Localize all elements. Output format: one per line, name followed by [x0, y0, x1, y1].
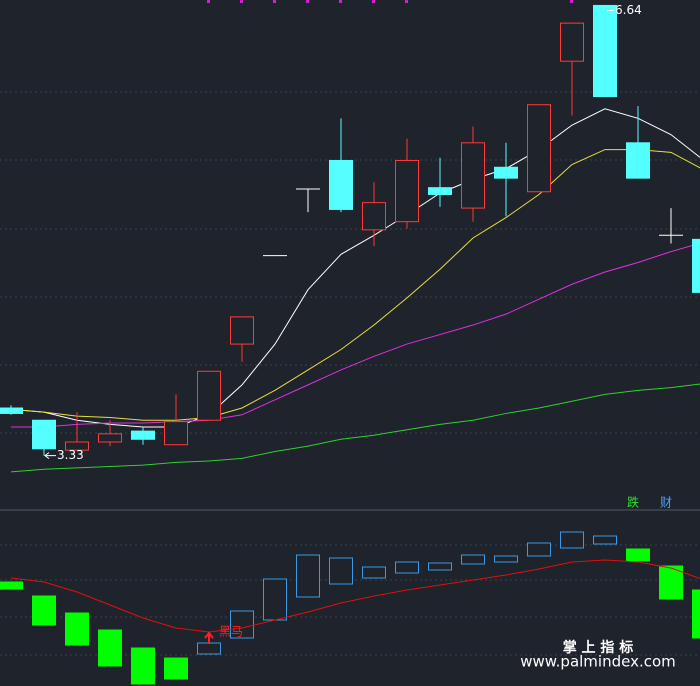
candle-body [593, 4, 617, 98]
indicator-bar [164, 657, 188, 680]
indicator-bar [329, 557, 353, 585]
candle-body [395, 159, 419, 223]
indicator-bar [593, 535, 617, 545]
indicator-line [10, 559, 700, 633]
candle-body [329, 159, 353, 210]
marker [570, 0, 573, 3]
indicator-bar [230, 610, 254, 639]
indicator-bar [527, 542, 551, 557]
indicator-bar [395, 561, 419, 574]
top-markers [207, 0, 573, 3]
indicator-bar [65, 612, 89, 646]
marker [273, 0, 276, 3]
signal-label: 财 [660, 496, 672, 510]
indicator-bar [659, 565, 683, 600]
candle-body [197, 370, 221, 421]
annotation-arrow [204, 631, 214, 644]
indicator-bar [494, 555, 518, 563]
indicator-bar [98, 629, 122, 667]
candle-body [230, 316, 254, 345]
indicator-bar [362, 566, 386, 579]
indicator-bar [626, 548, 650, 562]
moving-average [10, 149, 700, 421]
moving-average [10, 108, 700, 428]
marker [207, 0, 210, 3]
candle-body [0, 407, 23, 414]
candle-body [164, 421, 188, 446]
signal-label: 跌 [627, 495, 639, 510]
candle-body [362, 202, 386, 231]
indicator-bar [0, 581, 23, 590]
candle-body [428, 187, 452, 195]
high-label: 6.64 [615, 3, 642, 17]
indicator-bar [32, 595, 56, 626]
indicator-bar [263, 578, 287, 621]
candle-body [527, 104, 551, 193]
indicator-bar [197, 642, 221, 655]
marker [339, 0, 342, 3]
candle-body [65, 441, 89, 451]
moving-average [11, 242, 700, 428]
marker [405, 0, 408, 3]
candle-body [692, 238, 700, 293]
moving-average [10, 383, 700, 473]
candle-body [494, 166, 518, 179]
indicator-bar [692, 589, 700, 639]
candle-body [560, 22, 584, 62]
candle-body [98, 433, 122, 443]
indicator-bar [131, 647, 155, 685]
candle-body [461, 142, 485, 209]
marker [240, 0, 243, 3]
candle-body [131, 430, 155, 440]
annotation: 黑马 [219, 625, 243, 639]
candle-body [32, 419, 56, 450]
indicator-bar [461, 554, 485, 565]
indicator-bar [296, 554, 320, 598]
indicator-bar [560, 531, 584, 549]
watermark-title: 掌 上 指 标 [563, 639, 634, 656]
watermark-url: www.palmindex.com [520, 653, 676, 671]
marker [372, 0, 375, 3]
candle-body [626, 142, 650, 179]
indicator-bar [428, 562, 452, 571]
low-pointer [44, 452, 56, 459]
low-label: 3.33 [57, 448, 84, 462]
marker [306, 0, 309, 3]
